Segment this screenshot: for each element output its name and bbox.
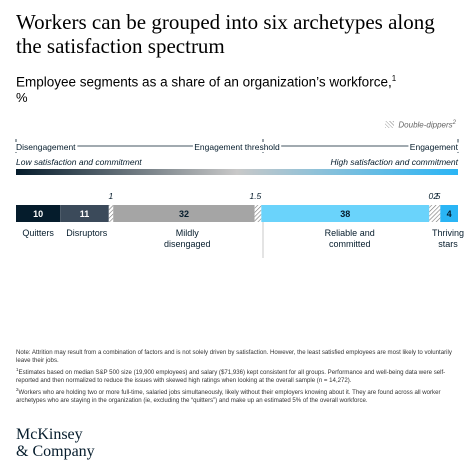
bar-segments: 10 11 32 38 4 bbox=[16, 205, 458, 222]
bar-mildly-disengaged bbox=[113, 205, 255, 222]
category-label-quitters: Quitters bbox=[22, 228, 54, 238]
mckinsey-logo: McKinsey & Company bbox=[16, 426, 95, 460]
value-label-quitters: 10 bbox=[33, 209, 43, 219]
hatch-swatch-icon bbox=[385, 121, 395, 129]
category-label-reliable-and-committed: Reliable and committed bbox=[325, 228, 375, 249]
footnote-note: Note: Attrition may result from a combin… bbox=[16, 349, 452, 365]
footnote-2: 2Workers who are holding two or more ful… bbox=[16, 386, 441, 405]
double-dipper-values: 1 1.5 20.5 bbox=[109, 191, 441, 201]
value-label-thriving-stars: 4 bbox=[447, 209, 452, 219]
double-dipper-value-reliable-and-committed: 2 bbox=[432, 191, 438, 201]
chart-subtitle: Employee segments as a share of an organ… bbox=[16, 70, 466, 91]
double-dipper-value-mildly-disengaged: 1.5 bbox=[249, 191, 261, 201]
scale-right-label: Engagement bbox=[410, 142, 459, 152]
legend-double-dippers: Double-dippers2 bbox=[385, 120, 456, 130]
value-label-reliable-and-committed: 38 bbox=[340, 209, 350, 219]
logo-line-1: McKinsey bbox=[16, 426, 83, 443]
subtitle-footnote-ref: 1 bbox=[391, 74, 397, 83]
footnote-1: 1Estimates based on median S&P 500 size … bbox=[16, 366, 446, 385]
bar-thriving-stars-double-dippers bbox=[438, 205, 441, 222]
bar-mildly-disengaged-double-dippers bbox=[254, 205, 262, 222]
bar-reliable-and-committed-double-dippers bbox=[429, 205, 439, 222]
scale-threshold-label: Engagement threshold bbox=[194, 142, 280, 152]
category-label-mildly-disengaged: Mildly disengaged bbox=[164, 228, 211, 249]
high-satisfaction-label: High satisfaction and commitment bbox=[330, 157, 458, 167]
footnotes: Note: Attrition may result from a combin… bbox=[16, 349, 461, 406]
logo-line-2: & Company bbox=[16, 443, 95, 460]
category-label-disruptors: Disruptors bbox=[66, 228, 108, 238]
stacked-bar-chart: Disengagement Engagement threshold Engag… bbox=[14, 139, 464, 258]
bar-disruptors bbox=[60, 205, 109, 222]
chart-title: Workers can be grouped into six archetyp… bbox=[16, 10, 435, 58]
scale-left-label: Disengagement bbox=[16, 142, 76, 152]
subtitle-text: Employee segments as a share of an organ… bbox=[16, 74, 392, 90]
category-labels: Quitters Disruptors Mildly disengaged Reliab… bbox=[22, 228, 464, 249]
value-label-mildly-disengaged: 32 bbox=[179, 209, 189, 219]
double-dipper-value-disruptors: 1 bbox=[109, 191, 114, 201]
bar-reliable-and-committed bbox=[261, 205, 430, 222]
bar-disruptors-double-dippers bbox=[108, 205, 114, 222]
value-label-disruptors: 11 bbox=[80, 209, 90, 219]
category-label-thriving-stars: Thriving stars bbox=[432, 228, 464, 249]
unit-label: % bbox=[16, 90, 28, 105]
satisfaction-gradient-bar bbox=[16, 169, 458, 175]
low-satisfaction-label: Low satisfaction and commitment bbox=[16, 157, 142, 167]
bar-thriving-stars bbox=[440, 205, 458, 222]
legend-label: Double-dippers2 bbox=[398, 120, 456, 130]
double-dipper-value-thriving-stars: 0.5 bbox=[428, 191, 440, 201]
bar-quitters bbox=[16, 205, 61, 222]
